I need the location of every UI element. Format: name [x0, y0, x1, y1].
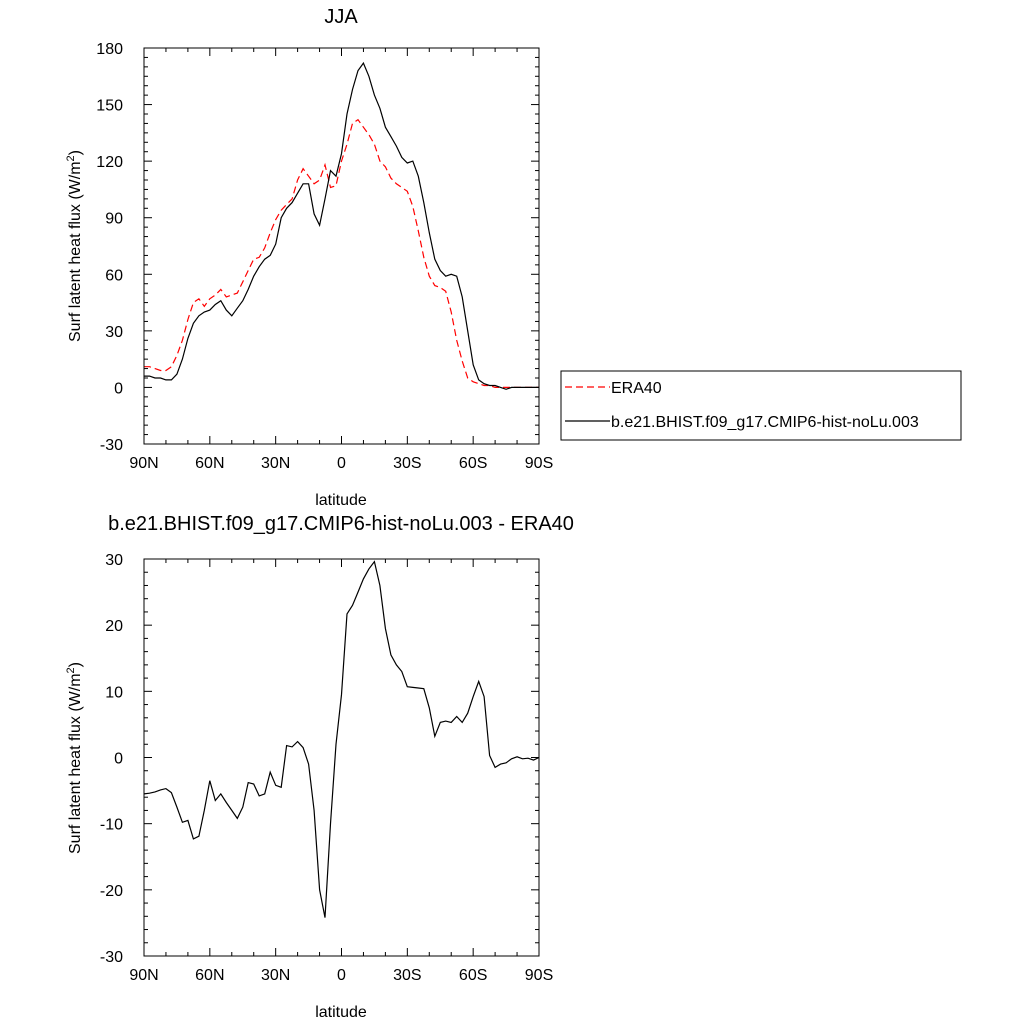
y-tick-label: 150 — [96, 98, 123, 115]
y-axis-label-end: ) — [67, 150, 84, 155]
y-axis-label-superscript: 2 — [65, 667, 77, 673]
y-axis-label-text: Surf latent heat flux (W/m — [67, 161, 84, 342]
y-axis-label-text: Surf latent heat flux (W/m — [67, 673, 84, 854]
x-tick-label: 90S — [525, 967, 553, 984]
series-layer — [143, 560, 540, 918]
y-tick-label: 0 — [114, 751, 123, 768]
x-tick-label: 60N — [195, 455, 224, 472]
y-tick-label: -30 — [100, 437, 123, 454]
y-axis-label-superscript: 2 — [65, 155, 77, 161]
series-line-0 — [143, 560, 540, 918]
y-tick-label: 30 — [105, 552, 123, 569]
y-tick-label: 90 — [105, 211, 123, 228]
x-tick-label: 30S — [393, 455, 421, 472]
plot-frame — [143, 47, 540, 445]
y-axis-label: Surf latent heat flux (W/m2) — [65, 150, 84, 342]
x-tick-label: 60S — [459, 967, 487, 984]
x-tick-label: 90N — [129, 967, 158, 984]
plot-frame — [143, 558, 540, 957]
x-tick-label: 30S — [393, 967, 421, 984]
y-tick-label: 120 — [96, 154, 123, 171]
y-tick-label: 10 — [105, 684, 123, 701]
x-tick-label: 30N — [261, 967, 290, 984]
x-tick-label: 60S — [459, 455, 487, 472]
y-tick-label: 0 — [114, 380, 123, 397]
y-tick-label: -20 — [100, 883, 123, 900]
x-tick-label: 0 — [337, 967, 346, 984]
y-tick-label: 20 — [105, 618, 123, 635]
tick-layer: 90N 60N 30N 0 30S 60S 90S 180 150 120 90 60 30 0 -30 — [96, 41, 553, 472]
x-axis-label: latitude — [315, 492, 367, 509]
series-line-0 — [144, 118, 539, 388]
chart-title: JJA — [324, 6, 358, 28]
x-tick-label: 0 — [337, 455, 346, 472]
y-tick-label: -10 — [100, 817, 123, 834]
x-tick-label: 60N — [195, 967, 224, 984]
series-line-1 — [144, 61, 539, 390]
chart-title: b.e21.BHIST.f09_g17.CMIP6-hist-noLu.003 … — [108, 513, 574, 535]
x-tick-label: 90N — [129, 455, 158, 472]
tick-layer: 90N 60N 30N 0 30S 60S 90S 30 20 10 0 -10 -20 -30 — [100, 552, 553, 984]
y-tick-label: -30 — [100, 949, 123, 966]
legend: ERA40 b.e21.BHIST.f09_g17.CMIP6-hist-noL… — [560, 370, 962, 441]
y-tick-label: 180 — [96, 41, 123, 58]
x-tick-label: 30N — [261, 455, 290, 472]
y-tick-label: 30 — [105, 324, 123, 341]
series-layer — [144, 61, 539, 390]
legend-box — [560, 370, 962, 441]
y-tick-label: 60 — [105, 267, 123, 284]
y-axis-label-end: ) — [67, 662, 84, 667]
y-axis-label: Surf latent heat flux (W/m2) — [65, 662, 84, 854]
x-axis-label: latitude — [315, 1004, 367, 1021]
x-tick-label: 90S — [525, 455, 553, 472]
panel-top: JJA 90N 60N 30N 0 30S 60S 90S 180 150 120 90 60 30 0 -… — [65, 6, 553, 509]
legend-label-era40: ERA40 — [611, 380, 662, 397]
legend-label-model: b.e21.BHIST.f09_g17.CMIP6-hist-noLu.003 — [611, 414, 919, 431]
panel-bottom: b.e21.BHIST.f09_g17.CMIP6-hist-noLu.003 … — [65, 513, 574, 1021]
